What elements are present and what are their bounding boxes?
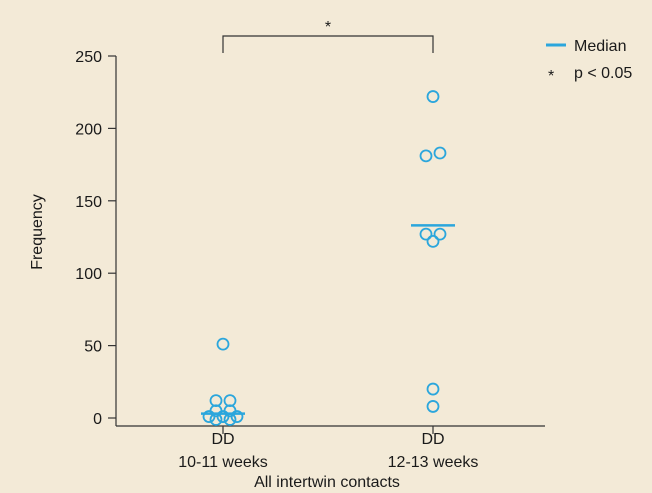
y-tick-label-0: 0 xyxy=(93,411,102,428)
data-point-1-6 xyxy=(426,382,440,396)
y-tick-label-100: 100 xyxy=(75,266,102,283)
significance-bracket: * xyxy=(222,19,434,53)
data-point-0-6 xyxy=(216,410,230,423)
data-point-1-3 xyxy=(419,227,433,241)
y-axis: 0 50 100 150 200 250 xyxy=(75,49,117,428)
data-points xyxy=(202,90,447,426)
x-tick-label-line2-0: 10-11 weeks xyxy=(178,454,268,471)
y-tick-label-150: 150 xyxy=(75,194,102,211)
data-point-1-4 xyxy=(433,227,447,241)
x-axis-title: All intertwin contacts xyxy=(254,474,400,491)
x-tick-label-line1-1: DD xyxy=(421,431,444,448)
x-tick-label-line1-0: DD xyxy=(211,431,234,448)
y-tick-label-50: 50 xyxy=(84,339,102,356)
data-point-1-1 xyxy=(419,149,433,163)
y-axis-title: Frequency xyxy=(29,194,46,270)
data-point-1-0 xyxy=(426,90,440,103)
legend-sig-label: p < 0.05 xyxy=(574,65,632,82)
data-point-1-7 xyxy=(426,400,440,413)
data-point-0-7 xyxy=(230,410,244,423)
y-tick-label-200: 200 xyxy=(75,121,102,138)
legend-median-label: Median xyxy=(574,38,626,55)
significance-bracket-line xyxy=(222,35,434,53)
data-point-1-2 xyxy=(433,146,447,160)
x-axis: DD 10-11 weeks DD 12-13 weeks xyxy=(116,425,545,471)
legend: Median * p < 0.05 xyxy=(546,38,632,85)
data-point-1-5 xyxy=(426,234,440,248)
x-tick-label-line2-1: 12-13 weeks xyxy=(388,454,479,471)
y-tick-label-250: 250 xyxy=(75,49,102,66)
significance-label: * xyxy=(325,19,331,36)
data-point-0-5 xyxy=(202,410,216,423)
data-point-0-0 xyxy=(216,337,230,351)
legend-sig-symbol: * xyxy=(548,68,554,85)
median-lines xyxy=(201,224,455,415)
